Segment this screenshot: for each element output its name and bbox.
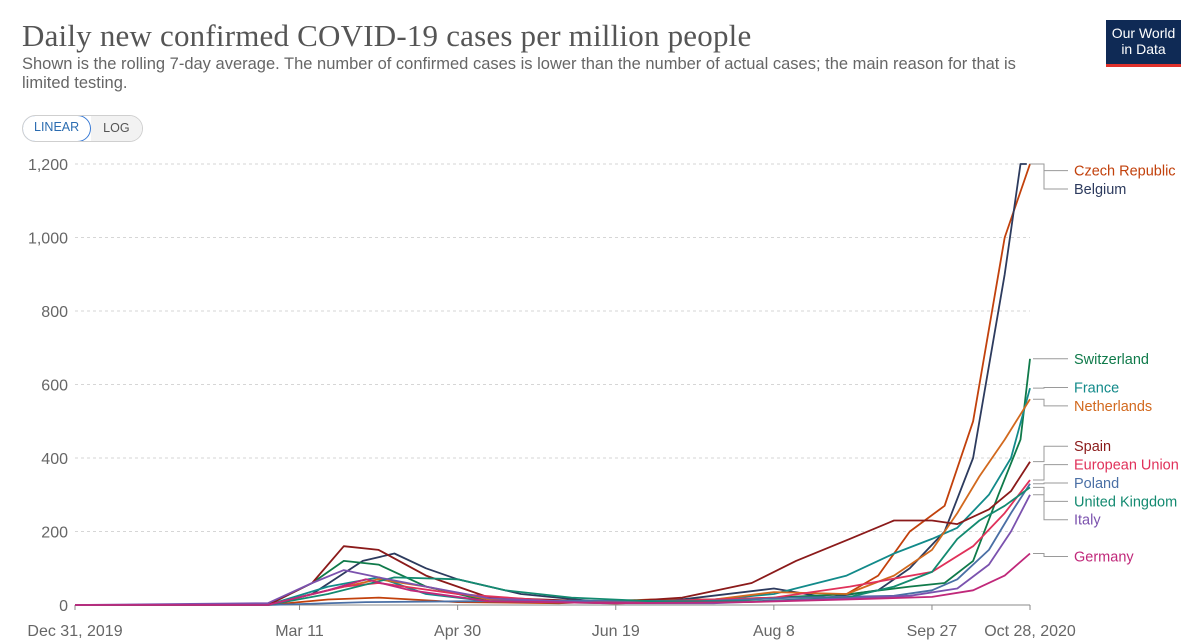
label-connector [1033,445,1068,463]
series-label[interactable]: Italy [1074,513,1101,529]
series-label[interactable]: France [1074,380,1119,396]
series-label[interactable]: United Kingdom [1074,494,1177,510]
label-connector [1029,163,1068,190]
series-label[interactable]: European Union [1074,458,1179,474]
series-line[interactable] [75,398,1031,606]
series-label[interactable]: Czech Republic [1074,164,1176,180]
scale-toggle: LINEAR LOG [22,115,143,142]
label-connector [1033,163,1068,172]
x-tick-label: Dec 31, 2019 [27,623,122,640]
series-label[interactable]: Switzerland [1074,352,1149,368]
x-tick-label: Aug 8 [753,623,795,640]
logo-line-2: in Data [1121,41,1166,57]
y-tick-label: 1,000 [28,231,68,248]
owid-logo[interactable]: Our World in Data [1106,20,1181,67]
series-end-labels: Czech Republic Belgium Switzerland France Ne… [1029,163,1179,565]
logo-line-1: Our World [1111,25,1176,41]
label-connector [1033,553,1068,557]
linear-scale-button[interactable]: LINEAR [22,116,92,141]
gridlines [75,163,1030,606]
series-label[interactable]: Netherlands [1074,399,1152,415]
series-line[interactable] [75,358,1031,606]
y-tick-label: 600 [41,378,68,395]
x-tick-label: Oct 28, 2020 [984,623,1076,640]
x-tick-label: Mar 11 [275,623,324,640]
label-connector [1033,494,1068,521]
x-tick-label: Sep 27 [907,623,958,640]
series-line[interactable] [75,486,1031,606]
chart-subtitle: Shown is the rolling 7-day average. The … [22,55,1016,92]
y-tick-label: 0 [59,598,68,615]
series-label[interactable]: Spain [1074,439,1111,455]
series-line[interactable] [75,479,1031,606]
series-label[interactable]: Germany [1074,549,1134,565]
x-tick-label: Jun 19 [592,623,640,640]
y-tick-label: 200 [41,525,68,542]
x-axis-ticks: Dec 31, 2019 Mar 11 Apr 30 Jun 19 Aug 8 Sep 2… [27,605,1076,640]
label-connector [1033,398,1068,407]
series-line[interactable] [75,461,1031,606]
y-tick-label: 1,200 [28,157,68,174]
label-connector [1033,482,1068,485]
label-connector [1033,386,1068,389]
x-tick-label: Apr 30 [434,623,481,640]
series-line[interactable] [75,387,1031,606]
series-line[interactable] [75,552,1031,606]
y-tick-label: 800 [41,304,68,321]
label-connector [1033,464,1068,481]
chart-title: Daily new confirmed COVID-19 cases per m… [22,18,752,53]
series-label[interactable]: Belgium [1074,182,1126,198]
y-tick-label: 400 [41,451,68,468]
series-label[interactable]: Poland [1074,476,1119,492]
y-axis-ticks: 0 200 400 600 800 1,000 1,200 [28,157,68,615]
series-line[interactable] [75,483,1031,606]
log-scale-button[interactable]: LOG [91,116,142,141]
series-lines [74,163,1031,606]
